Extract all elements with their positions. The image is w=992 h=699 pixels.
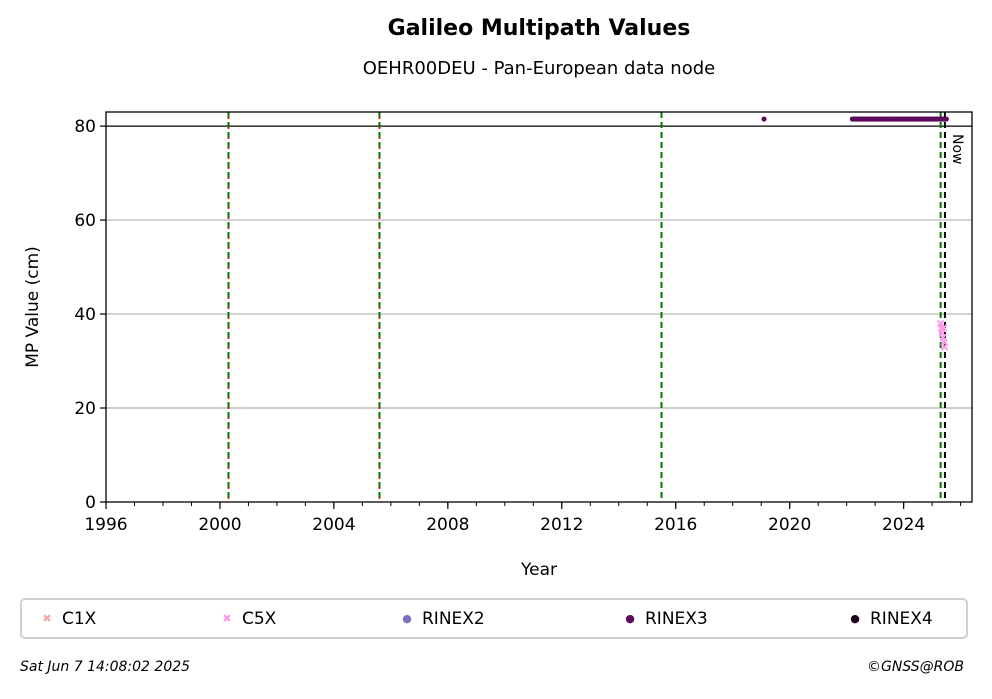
- chart-area: 0 20 40 60 80 1996 2000 2004 2008 2012 2016 2020 202…: [23, 111, 973, 580]
- legend: ✖ C1X ✖ C5X ● RINEX2 ● RINEX3 ● RINEX4: [20, 598, 968, 639]
- x-tick-label: 2016: [654, 515, 697, 535]
- legend-label: RINEX3: [645, 608, 708, 629]
- legend-item-c1x: ✖ C1X: [40, 600, 96, 637]
- now-label: Now: [949, 134, 965, 165]
- x-tick-label: 2008: [426, 515, 469, 535]
- x-tick-label: 2012: [540, 515, 583, 535]
- y-tick-label: 40: [74, 305, 96, 325]
- legend-label: C1X: [62, 608, 97, 629]
- data-point-c5x: [939, 324, 948, 332]
- x-tick-label: 2004: [312, 515, 355, 535]
- y-tick-label: 0: [85, 493, 96, 513]
- legend-marker: ●: [625, 612, 635, 625]
- y-tick-label: 60: [74, 211, 96, 231]
- data-point-rinex3: [943, 116, 949, 122]
- footer-copyright: ©GNSS@ROB: [867, 659, 964, 675]
- plot-frame: [105, 111, 973, 503]
- legend-marker: ✖: [222, 612, 232, 625]
- x-tick-label: 2020: [768, 515, 811, 535]
- data-point-rinex3: [761, 116, 767, 122]
- y-axis-label: MP Value (cm): [23, 246, 43, 368]
- legend-label: C5X: [242, 608, 277, 629]
- footer-timestamp: Sat Jun 7 14:08:02 2025: [20, 659, 191, 675]
- chart-title: Galileo Multipath Values: [387, 16, 691, 41]
- legend-item-rinex2: ● RINEX2: [400, 600, 485, 637]
- legend-marker: ●: [402, 612, 412, 625]
- y-tick-label: 20: [74, 399, 96, 419]
- legend-item-c5x: ✖ C5X: [220, 600, 276, 637]
- x-tick-label: 2000: [198, 515, 241, 535]
- y-tick-label: 80: [74, 117, 96, 137]
- data-point-c5x: [940, 343, 949, 351]
- x-tick-label: 1996: [84, 515, 127, 535]
- legend-marker: ✖: [42, 612, 52, 625]
- legend-label: RINEX2: [422, 608, 485, 629]
- chart-subtitle: OEHR00DEU - Pan-European data node: [362, 58, 716, 79]
- legend-item-rinex4: ● RINEX4: [848, 600, 933, 637]
- legend-marker: ●: [850, 612, 860, 625]
- x-tick-label: 2024: [882, 515, 925, 535]
- x-axis-label: Year: [520, 560, 557, 580]
- legend-item-rinex3: ● RINEX3: [623, 600, 708, 637]
- legend-label: RINEX4: [870, 608, 933, 629]
